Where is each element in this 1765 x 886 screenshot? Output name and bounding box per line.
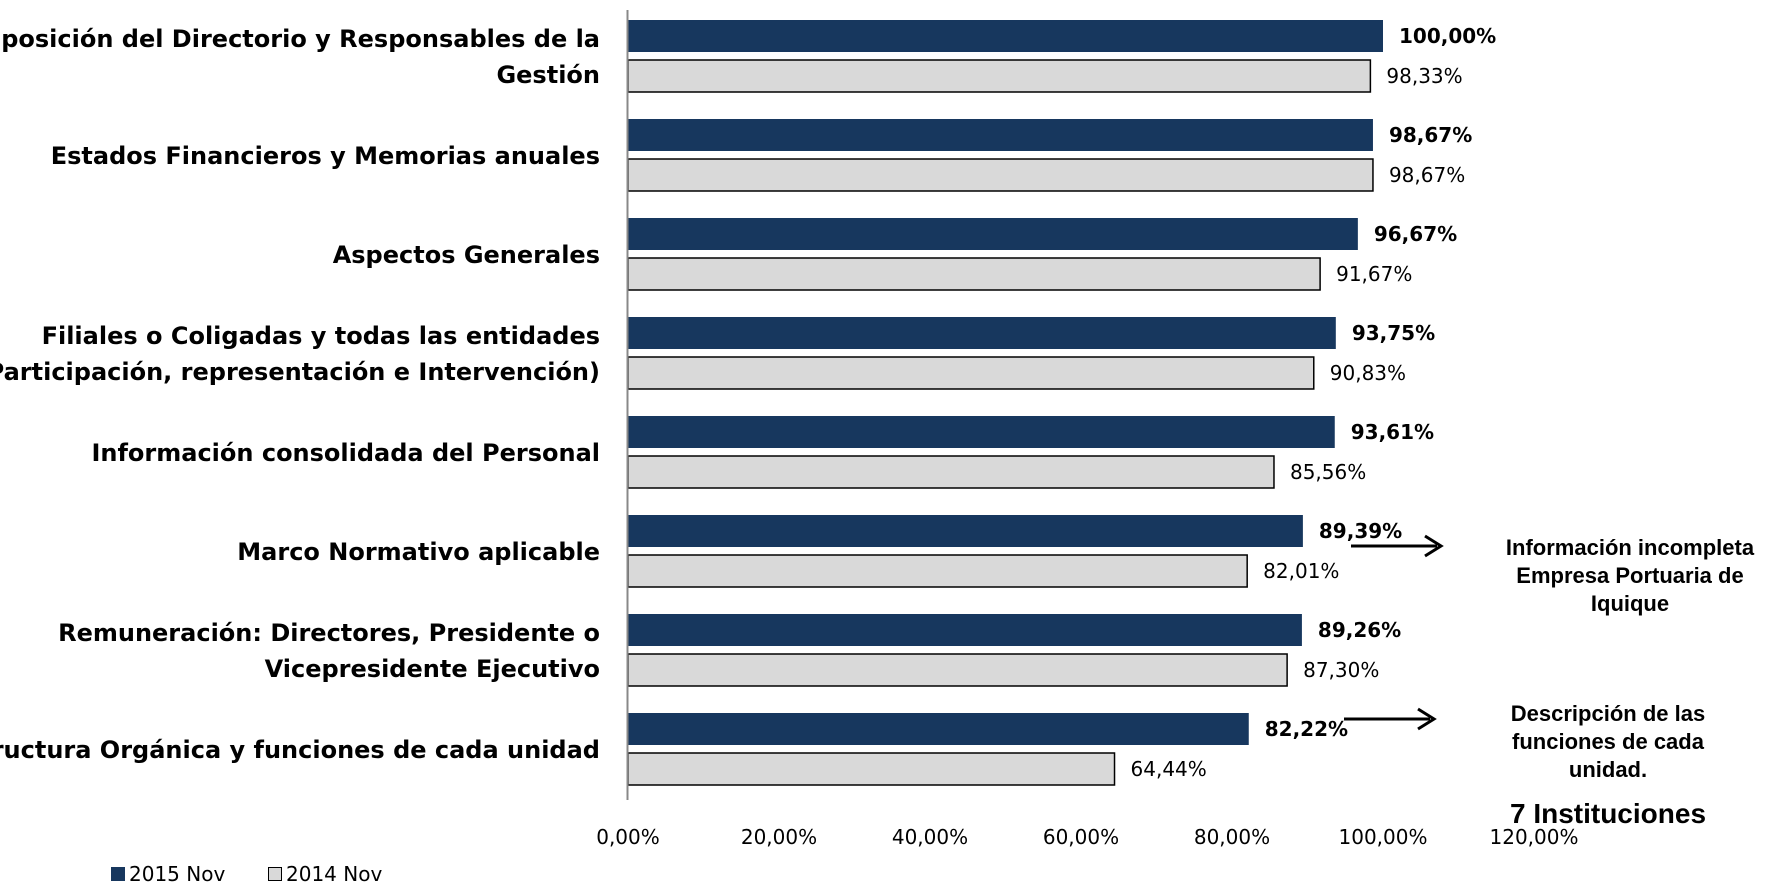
bar-2014: [627, 356, 1315, 390]
legend-label-2014: 2014 Nov: [286, 862, 383, 886]
legend-swatch-2015: [111, 867, 125, 881]
category-label: Remuneración: Directores, Presidente o: [58, 619, 600, 647]
bar-2015: [628, 218, 1358, 250]
annotation-line: unidad.: [1568, 757, 1648, 782]
category-label: Marco Normativo aplicable: [237, 538, 600, 566]
data-label-2015: 89,39%: [1319, 519, 1402, 543]
bar-2014: [627, 158, 1374, 192]
data-label-2015: 89,26%: [1318, 618, 1401, 642]
data-label-2014: 98,33%: [1386, 64, 1462, 88]
data-label-2015: 82,22%: [1265, 717, 1348, 741]
category-labels: Composición del Directorio y Responsable…: [0, 25, 600, 764]
bar-2015: [628, 416, 1335, 448]
x-tick-label: 100,00%: [1339, 825, 1428, 849]
annotation-line: funciones de cada: [1512, 729, 1704, 754]
value-labels: 100,00% 98,33% 98,67% 98,67% 96,67% 91,67% 93,…: [1131, 24, 1497, 781]
category-label: Composición del Directorio y Responsable…: [0, 25, 600, 53]
x-tick-label: 40,00%: [892, 825, 968, 849]
arrow-icon-head: [1424, 534, 1444, 558]
data-label-2015: 100,00%: [1399, 24, 1496, 48]
bar-2015: [628, 317, 1336, 349]
bar-2015: [628, 713, 1249, 745]
x-tick-label: 60,00%: [1043, 825, 1119, 849]
category-label: Vicepresidente Ejecutivo: [265, 655, 600, 683]
data-label-2015: 93,61%: [1351, 420, 1434, 444]
bar-2015: [628, 119, 1373, 151]
annotation-line: Iquique: [1590, 591, 1670, 616]
data-label-2014: 98,67%: [1389, 163, 1465, 187]
data-label-2015: 98,67%: [1389, 123, 1472, 147]
x-tick-label: 120,00%: [1490, 825, 1579, 849]
data-label-2014: 85,56%: [1290, 460, 1366, 484]
x-axis-ticks: 0,00% 20,00% 40,00% 60,00% 80,00% 100,00% 120,…: [596, 825, 1578, 849]
bar-2014: [627, 653, 1288, 687]
arrow-icon-head: [1417, 707, 1437, 731]
bars-group: [627, 20, 1383, 786]
x-tick-label: 0,00%: [596, 825, 660, 849]
legend-swatch-2014: [268, 867, 282, 881]
data-label-2014: 82,01%: [1263, 559, 1339, 583]
data-label-2014: 87,30%: [1303, 658, 1379, 682]
x-tick-label: 80,00%: [1194, 825, 1270, 849]
bar-2014: [627, 554, 1248, 588]
bar-2015: [628, 614, 1302, 646]
category-label: Información consolidada del Personal: [91, 439, 600, 467]
bar-2014: [627, 752, 1116, 786]
annotation-functions-description: Descripción de las funciones de cada uni…: [1470, 700, 1746, 784]
legend-item-2014: 2014 Nov: [268, 862, 382, 886]
category-label: Filiales o Coligadas y todas las entidad…: [42, 322, 600, 350]
annotation-line: Empresa Portuaria de: [1516, 563, 1744, 588]
data-label-2014: 91,67%: [1336, 262, 1412, 286]
data-label-2014: 64,44%: [1131, 757, 1207, 781]
category-label: Aspectos Generales: [333, 241, 600, 269]
legend-item-2015: 2015 Nov: [111, 862, 225, 886]
annotation-line: Descripción de las: [1510, 701, 1706, 726]
data-label-2014: 90,83%: [1330, 361, 1406, 385]
legend-label-2015: 2015 Nov: [129, 862, 226, 886]
category-label: Estructura Orgánica y funciones de cada …: [0, 736, 600, 764]
bar-2014: [627, 455, 1275, 489]
category-label: Estados Financieros y Memorias anuales: [51, 142, 600, 170]
category-label: Gestión: [496, 61, 600, 89]
bar-2015: [628, 515, 1303, 547]
bar-2014: [627, 59, 1372, 93]
data-label-2015: 93,75%: [1352, 321, 1435, 345]
x-tick-label: 20,00%: [741, 825, 817, 849]
annotation-incomplete-info: Información incompleta Empresa Portuaria…: [1480, 534, 1765, 618]
annotation-institutions-count: 7 Instituciones: [1509, 798, 1707, 829]
data-label-2015: 96,67%: [1374, 222, 1457, 246]
category-label: (Participación, representación e Interve…: [0, 358, 600, 386]
annotation-line: Información incompleta: [1505, 535, 1755, 560]
bar-2014: [627, 257, 1321, 291]
annotation-arrows: [1344, 534, 1444, 731]
bar-2015: [628, 20, 1383, 52]
